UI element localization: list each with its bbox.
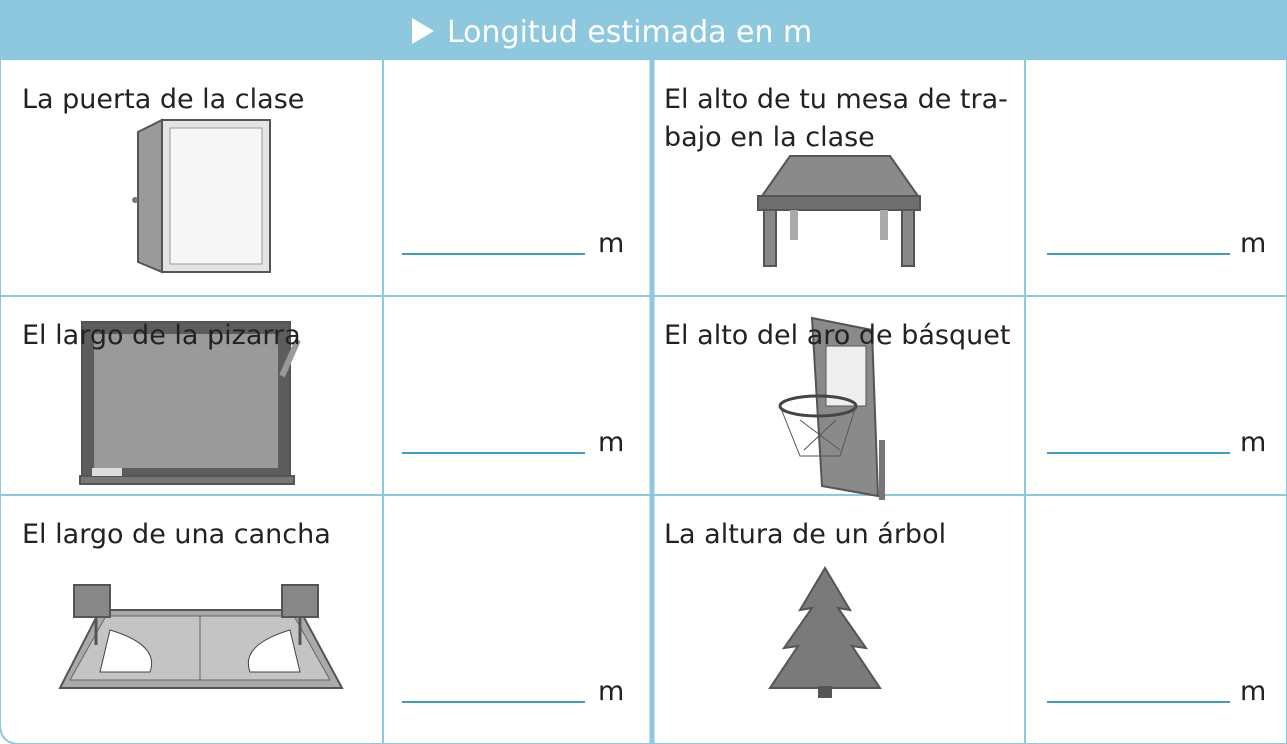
item-label: La puerta de la clase <box>22 84 304 115</box>
header-bar <box>0 0 1287 60</box>
blackboard-illustration <box>79 321 301 485</box>
basket-illustration <box>778 316 885 500</box>
unit-label: m <box>1240 228 1266 259</box>
table-illustration <box>757 155 921 267</box>
unit-label: m <box>1240 427 1266 458</box>
header-arrow <box>412 18 434 44</box>
item-label: La altura de un árbol <box>664 519 946 550</box>
unit-label: m <box>598 228 624 259</box>
unit-label: m <box>598 427 624 458</box>
court-illustration <box>58 584 344 689</box>
item-label: El largo de una cancha <box>22 519 331 550</box>
door-illustration <box>132 118 271 274</box>
unit-label: m <box>598 676 624 707</box>
tree-illustration <box>768 566 882 698</box>
item-label: bajo en la clase <box>664 122 875 153</box>
item-label: El alto del aro de básquet <box>664 320 1010 351</box>
item-label: El alto de tu mesa de tra- <box>664 84 1008 115</box>
unit-label: m <box>1240 676 1266 707</box>
header-title: Longitud estimada en m <box>447 15 812 50</box>
item-label: El largo de la pizarra <box>22 320 301 351</box>
